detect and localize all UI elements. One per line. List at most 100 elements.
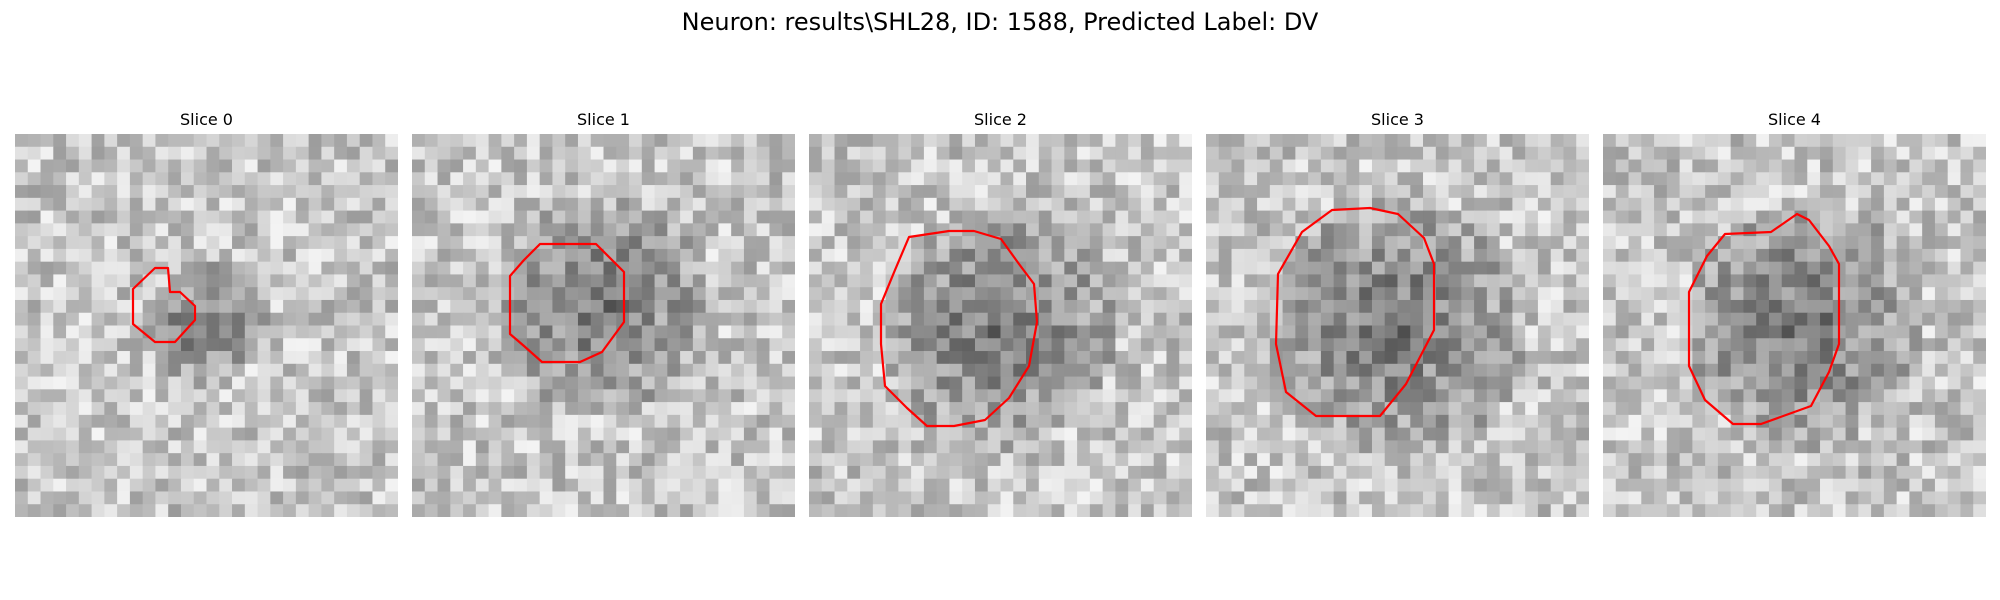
image-pixel	[1654, 274, 1668, 288]
image-pixel	[1448, 363, 1462, 378]
image-pixel	[1026, 351, 1040, 365]
image-pixel	[104, 325, 118, 339]
image-pixel	[1333, 248, 1347, 263]
image-pixel	[321, 146, 335, 161]
image-pixel	[1153, 287, 1167, 301]
image-pixel	[219, 402, 233, 416]
image-pixel	[1026, 491, 1040, 505]
image-pixel	[1089, 299, 1104, 314]
image-pixel	[1845, 478, 1859, 492]
image-pixel	[1128, 274, 1142, 288]
image-pixel	[821, 402, 836, 416]
image-pixel	[1308, 491, 1322, 505]
image-pixel	[308, 223, 322, 237]
image-pixel	[1499, 440, 1513, 454]
image-pixel	[1320, 287, 1335, 301]
image-pixel	[475, 338, 490, 352]
image-pixel	[1089, 248, 1104, 263]
image-pixel	[654, 338, 668, 352]
image-pixel	[295, 453, 310, 467]
image-pixel	[232, 210, 246, 224]
image-pixel	[1525, 491, 1539, 505]
image-pixel	[359, 363, 373, 378]
image-pixel	[1244, 185, 1258, 199]
image-pixel	[641, 389, 656, 403]
image-pixel	[1563, 504, 1577, 517]
image-pixel	[437, 185, 451, 199]
image-pixel	[1654, 504, 1668, 517]
image-pixel	[1896, 363, 1910, 378]
image-pixel	[142, 248, 156, 263]
image-pixel	[629, 197, 643, 212]
image-pixel	[463, 134, 477, 148]
image-pixel	[1512, 414, 1526, 429]
image-pixel	[1654, 261, 1668, 275]
image-pixel	[692, 338, 707, 352]
image-pixel	[616, 427, 630, 441]
image-pixel	[1550, 325, 1564, 339]
image-pixel	[1308, 287, 1322, 301]
image-pixel	[705, 351, 719, 365]
image-pixel	[1883, 236, 1898, 250]
image-pixel	[1051, 338, 1065, 352]
image-pixel	[206, 287, 220, 301]
image-pixel	[1934, 402, 1949, 416]
image-pixel	[1603, 159, 1617, 173]
image-pixel	[1705, 440, 1719, 454]
image-pixel	[718, 491, 732, 505]
image-pixel	[987, 134, 1001, 148]
image-pixel	[1231, 402, 1245, 416]
image-pixel	[1973, 325, 1986, 339]
image-pixel	[1654, 299, 1668, 314]
image-pixel	[1397, 146, 1411, 161]
image-pixel	[1679, 465, 1693, 480]
image-pixel	[232, 312, 246, 326]
image-pixel	[641, 299, 656, 314]
image-pixel	[168, 363, 182, 378]
image-pixel	[847, 223, 861, 237]
image-pixel	[1320, 248, 1335, 263]
image-pixel	[1346, 491, 1360, 505]
image-pixel	[974, 453, 989, 467]
image-pixel	[1051, 287, 1065, 301]
image-pixel	[860, 351, 874, 365]
image-pixel	[936, 197, 950, 212]
image-pixel	[1435, 478, 1450, 492]
image-pixel	[1359, 504, 1373, 517]
image-pixel	[1384, 312, 1398, 326]
image-pixel	[1820, 376, 1834, 390]
image-pixel	[1423, 402, 1437, 416]
image-pixel	[412, 376, 426, 390]
image-pixel	[206, 453, 220, 467]
image-pixel	[27, 223, 42, 237]
image-pixel	[1064, 376, 1078, 390]
image-pixel	[1960, 427, 1974, 441]
image-pixel	[1730, 363, 1744, 378]
image-pixel	[1820, 440, 1834, 454]
image-pixel	[1206, 248, 1220, 263]
image-pixel	[1282, 134, 1296, 148]
image-pixel	[501, 236, 515, 250]
image-pixel	[321, 134, 335, 148]
image-pixel	[782, 453, 795, 467]
image-pixel	[450, 312, 464, 326]
image-pixel	[104, 312, 118, 326]
image-pixel	[603, 478, 617, 492]
image-pixel	[1410, 210, 1424, 224]
image-pixel	[629, 299, 643, 314]
image-pixel	[1832, 389, 1847, 403]
image-pixel	[308, 414, 322, 429]
image-pixel	[424, 210, 439, 224]
image-pixel	[1692, 134, 1706, 148]
image-pixel	[1909, 504, 1923, 517]
image-pixel	[1077, 376, 1091, 390]
image-pixel	[987, 159, 1001, 173]
image-pixel	[1705, 146, 1719, 161]
image-pixel	[974, 236, 989, 250]
image-pixel	[809, 261, 823, 275]
image-pixel	[1153, 325, 1167, 339]
image-pixel	[450, 325, 464, 339]
image-pixel	[193, 248, 207, 263]
image-pixel	[1909, 236, 1923, 250]
image-pixel	[1705, 197, 1719, 212]
